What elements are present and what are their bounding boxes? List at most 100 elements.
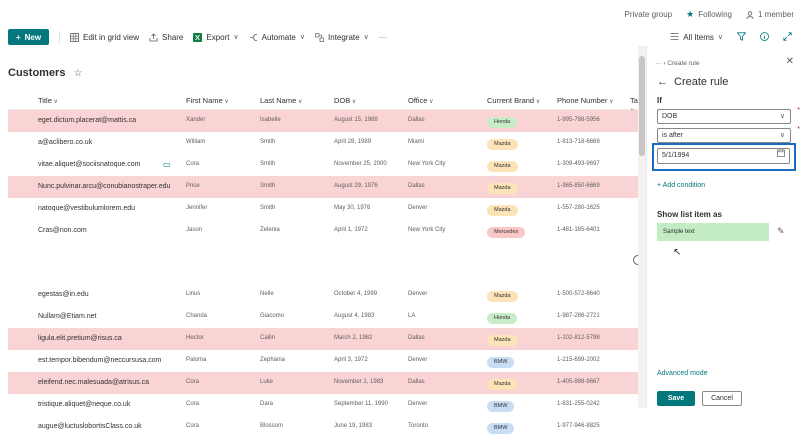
cell-title[interactable]: egestas@in.edu bbox=[38, 291, 89, 298]
cell-last: Cailin bbox=[260, 335, 276, 341]
cell-title[interactable]: natoque@vestibulumlorem.edu bbox=[38, 205, 135, 212]
column-header[interactable]: DOB bbox=[334, 96, 356, 105]
cell-dob: August 15, 1988 bbox=[334, 117, 378, 123]
cell-dob: August 4, 1983 bbox=[334, 313, 375, 319]
field-dropdown[interactable]: DOB ∨ bbox=[657, 109, 791, 124]
share-label: Share bbox=[162, 32, 184, 42]
brand-pill: Honda bbox=[487, 313, 518, 324]
cell-title[interactable]: vitae.aliquet@sociisnatoque.com bbox=[38, 161, 141, 168]
save-button[interactable]: Save bbox=[657, 391, 695, 406]
cancel-button[interactable]: Cancel bbox=[702, 391, 742, 406]
cell-last: Nelle bbox=[260, 291, 274, 297]
cell-title[interactable]: tristique.aliquet@neque.co.uk bbox=[38, 401, 131, 408]
close-icon[interactable]: ✕ bbox=[785, 56, 794, 67]
cell-title[interactable]: Nunc.pulvinar.arcu@conubianostraper.edu bbox=[38, 183, 171, 190]
command-bar: + New Edit in grid view Share Export ∨ A… bbox=[0, 28, 800, 46]
more-commands-button[interactable]: ··· bbox=[378, 32, 387, 42]
favorite-star-icon[interactable]: ☆ bbox=[73, 67, 83, 79]
table-row[interactable]: est.tempor.bibendum@neccursusa.com Paloma… bbox=[8, 350, 638, 372]
calendar-icon[interactable] bbox=[777, 149, 785, 163]
integrate-icon bbox=[315, 32, 324, 42]
edit-grid-button[interactable]: Edit in grid view bbox=[70, 33, 139, 42]
date-input[interactable]: 5/1/1994 bbox=[657, 148, 790, 164]
list-view-icon bbox=[670, 32, 679, 43]
scrollbar-thumb[interactable] bbox=[639, 56, 645, 156]
table-row[interactable]: a@aclibero.co.uk William Smith April 28, 19… bbox=[8, 132, 638, 154]
table-row[interactable]: Cras@non.com Jason Zelenia April 1, 1972 New… bbox=[8, 220, 638, 260]
expand-icon[interactable] bbox=[783, 31, 792, 43]
back-arrow-icon[interactable]: ← bbox=[657, 76, 668, 88]
more-icon[interactable]: ··· bbox=[655, 60, 662, 67]
cell-title[interactable]: eget.dictum.placerat@mattis.ca bbox=[38, 117, 137, 124]
add-condition-link[interactable]: + Add condition bbox=[657, 182, 706, 189]
cell-title[interactable]: ligula.elit.pretium@risus.ca bbox=[38, 335, 122, 342]
cell-phone: 1-965-850-6669 bbox=[557, 183, 600, 189]
comment-icon[interactable]: ▭ bbox=[163, 160, 171, 169]
column-header[interactable]: First Name bbox=[186, 96, 229, 105]
cell-title[interactable]: augue@luctuslobortisClass.co.uk bbox=[38, 423, 142, 430]
new-button[interactable]: + New bbox=[8, 29, 49, 45]
column-header[interactable]: Ta bbox=[630, 96, 638, 114]
operator-dropdown[interactable]: is after ∨ bbox=[657, 128, 791, 143]
advanced-mode-link[interactable]: Advanced mode bbox=[657, 370, 708, 377]
table-row[interactable]: egestas@in.edu Linus Nelle October 4, 1999 D… bbox=[8, 284, 638, 306]
table-row[interactable]: eget.dictum.placerat@mattis.ca Xander Isab… bbox=[8, 110, 638, 132]
filter-icon[interactable] bbox=[736, 31, 747, 43]
brand-pill: Mazda bbox=[487, 161, 518, 172]
table-row[interactable]: augue@luctuslobortisClass.co.uk Cora Bloss… bbox=[8, 416, 638, 438]
cell-first: Cora bbox=[186, 423, 200, 429]
cell-title[interactable]: a@aclibero.co.uk bbox=[38, 139, 93, 146]
view-commands: All Items ∨ bbox=[670, 28, 792, 46]
table-row[interactable]: vitae.aliquet@sociisnatoque.com Cora Smith… bbox=[8, 154, 638, 176]
cell-dob: October 4, 1999 bbox=[334, 291, 378, 297]
brand-pill: Honda bbox=[487, 117, 518, 128]
export-button[interactable]: Export ∨ bbox=[193, 32, 239, 42]
integrate-button[interactable]: Integrate ∨ bbox=[315, 33, 369, 42]
column-header[interactable]: Last Name bbox=[260, 96, 302, 105]
create-rule-panel: ··· › Create rule ✕ ← Create rule If DOB … bbox=[646, 46, 800, 408]
cell-title[interactable]: Nullam@Etiam.net bbox=[38, 313, 97, 320]
cell-last: Zelenia bbox=[260, 227, 280, 233]
table-row[interactable]: Nullam@Etiam.net Chanda Giacomo August 4, 1… bbox=[8, 306, 638, 328]
cell-last: Isabelle bbox=[260, 117, 281, 123]
cell-last: Smith bbox=[260, 183, 276, 189]
cell-phone: 1-831-255-0242 bbox=[557, 401, 600, 407]
cell-last: Smith bbox=[260, 161, 276, 167]
cell-title[interactable]: est.tempor.bibendum@neccursusa.com bbox=[38, 357, 162, 364]
brand-pill: Mazda bbox=[487, 139, 518, 150]
column-header[interactable]: Title bbox=[38, 96, 58, 105]
cell-dob: August 29, 1976 bbox=[334, 183, 378, 189]
table-row[interactable]: ligula.elit.pretium@risus.ca Hector Cailin… bbox=[8, 328, 638, 350]
list-rows: eget.dictum.placerat@mattis.ca Xander Isab… bbox=[8, 110, 638, 438]
chevron-down-icon: ∨ bbox=[779, 113, 785, 120]
share-button[interactable]: Share bbox=[149, 33, 183, 42]
column-header[interactable]: Phone Number bbox=[557, 96, 614, 105]
cell-phone: 1-102-812-5798 bbox=[557, 335, 600, 341]
brand-pill: BMW bbox=[487, 423, 515, 434]
view-switcher[interactable]: All Items ∨ bbox=[670, 32, 723, 43]
cell-office: Dallas bbox=[408, 183, 425, 189]
mouse-cursor-icon: ↖ bbox=[673, 247, 682, 258]
table-row[interactable]: eleifend.nec.malesuada@atrisus.ca Cora Luk… bbox=[8, 372, 638, 394]
following-toggle[interactable]: ★ Following bbox=[686, 9, 732, 20]
cell-dob: April 3, 1972 bbox=[334, 357, 368, 363]
members-button[interactable]: 1 member bbox=[746, 9, 794, 20]
cell-last: Zephania bbox=[260, 357, 286, 363]
members-label: 1 member bbox=[757, 10, 794, 19]
table-row[interactable]: natoque@vestibulumlorem.edu Jennifer Smith… bbox=[8, 198, 638, 220]
group-info: Private group ★ Following 1 member bbox=[625, 9, 794, 20]
table-row[interactable]: tristique.aliquet@neque.co.uk Cora Dara Sep… bbox=[8, 394, 638, 416]
cell-first: Chanda bbox=[186, 313, 208, 319]
column-header[interactable]: Current Brand bbox=[487, 96, 540, 105]
sample-preview[interactable]: Sample text bbox=[657, 223, 769, 241]
cell-office: Denver bbox=[408, 401, 428, 407]
automate-button[interactable]: Automate ∨ bbox=[249, 33, 305, 42]
vertical-scrollbar[interactable] bbox=[638, 46, 646, 408]
cell-title[interactable]: Cras@non.com bbox=[38, 227, 87, 234]
cell-office: Denver bbox=[408, 291, 428, 297]
cell-title[interactable]: eleifend.nec.malesuada@atrisus.ca bbox=[38, 379, 150, 386]
paint-brush-icon[interactable]: ✎ bbox=[777, 226, 785, 236]
table-row[interactable]: Nunc.pulvinar.arcu@conubianostraper.edu P… bbox=[8, 176, 638, 198]
info-icon[interactable] bbox=[760, 31, 769, 43]
column-header[interactable]: Office bbox=[408, 96, 434, 105]
